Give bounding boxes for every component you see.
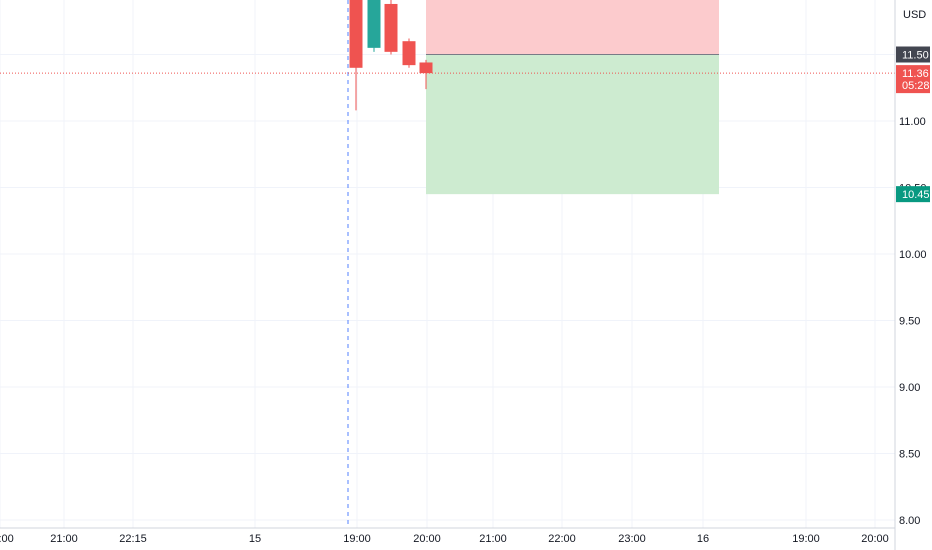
x-tick-label: 23:00 (618, 533, 646, 545)
price-axis[interactable]: 8.008.509.009.5010.0010.5011.0011.5012.0… (894, 0, 930, 550)
x-tick-label: 19:00 (792, 533, 820, 545)
x-tick-label: 20:00 (861, 533, 889, 545)
x-tick-label: 15 (249, 533, 261, 545)
y-tick-label: 9.50 (899, 316, 920, 328)
current-price-badge-bg (896, 65, 930, 94)
y-tick-label: 11.00 (899, 116, 926, 128)
y-tick-label: 8.00 (899, 515, 920, 527)
stop-loss-zone (426, 0, 719, 55)
y-tick-label: 8.50 (899, 449, 920, 461)
x-tick-label: 22:15 (119, 533, 147, 545)
candle-body (402, 41, 416, 66)
target-price-badge: 10.45 (902, 189, 930, 201)
entry-price-badge: 11.50 (902, 50, 929, 62)
y-tick-label: 9.00 (899, 382, 920, 394)
x-tick-label: 22:00 (548, 533, 576, 545)
y-tick-label: 10.00 (899, 249, 927, 261)
candle-body (349, 0, 363, 68)
x-tick-label: 19:00 (343, 533, 371, 545)
take-profit-zone (426, 54, 719, 195)
candle-body (367, 0, 381, 48)
x-tick-label: 16 (697, 533, 709, 545)
time-axis[interactable]: 20:00 21:00 22:15 15 19:00 20:00 21:00 22:00 23:… (0, 527, 895, 545)
entry-price-badge-bg (896, 46, 930, 63)
x-tick-label: 20:00 (0, 533, 14, 545)
overlays (0, 0, 895, 528)
candle-body (384, 3, 398, 52)
current-price-badge: 11.36 (902, 68, 929, 80)
short-position-tool[interactable] (426, 0, 719, 195)
currency-label[interactable]: USD (903, 9, 926, 21)
countdown-label: 05:28 (902, 80, 930, 92)
x-tick-label: 21:00 (479, 533, 507, 545)
candles (349, 0, 433, 111)
x-tick-label: 21:00 (50, 533, 78, 545)
x-tick-label: 20:00 (413, 533, 441, 545)
target-price-badge-bg (896, 186, 930, 203)
candle-body (419, 62, 433, 74)
